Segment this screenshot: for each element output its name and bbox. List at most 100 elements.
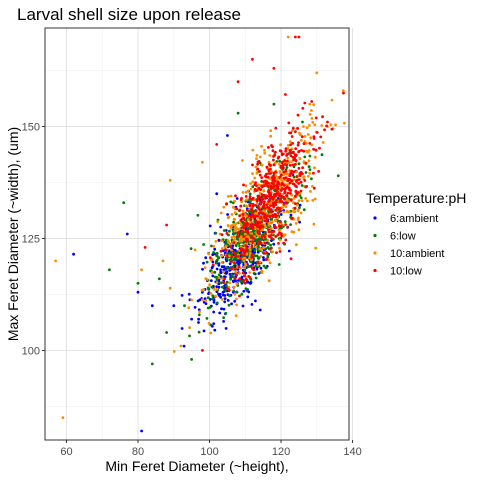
data-point — [223, 300, 227, 304]
data-point — [292, 150, 295, 154]
data-point — [278, 250, 282, 253]
data-point — [312, 103, 316, 107]
data-point — [229, 194, 233, 198]
data-point — [262, 230, 265, 234]
data-point — [257, 220, 261, 224]
data-point — [221, 285, 224, 289]
data-point — [243, 268, 247, 272]
data-point — [232, 251, 236, 255]
data-point — [300, 184, 304, 187]
data-point — [274, 150, 277, 154]
data-point — [310, 143, 314, 147]
data-point — [271, 250, 274, 254]
data-point — [213, 271, 217, 274]
data-point — [248, 203, 252, 206]
data-point — [277, 162, 281, 166]
data-point — [286, 152, 289, 156]
data-point — [250, 253, 254, 257]
data-point — [287, 199, 290, 203]
data-point — [291, 142, 294, 145]
data-point — [212, 300, 216, 304]
data-point — [229, 224, 233, 228]
data-point — [272, 193, 276, 197]
data-point — [264, 247, 268, 251]
data-point — [251, 226, 255, 230]
data-point — [215, 278, 219, 281]
legend-label: 6:low — [390, 231, 416, 243]
data-point — [258, 237, 261, 241]
major-gridlines — [45, 28, 354, 440]
data-point — [263, 235, 267, 239]
data-point — [217, 285, 221, 289]
data-point — [248, 195, 252, 198]
data-point — [289, 154, 293, 158]
data-point — [211, 297, 215, 301]
data-point — [277, 224, 281, 228]
data-point — [273, 179, 277, 183]
data-point — [188, 334, 191, 338]
data-point — [270, 226, 273, 230]
data-point — [276, 233, 280, 237]
data-point — [245, 235, 249, 239]
data-point — [297, 141, 300, 145]
data-point — [221, 265, 225, 269]
data-point — [237, 230, 241, 234]
data-point — [215, 192, 219, 196]
data-point — [230, 267, 234, 271]
data-point — [222, 229, 226, 232]
data-point — [280, 161, 284, 165]
data-point — [256, 194, 260, 198]
data-point — [125, 232, 129, 236]
data-point — [284, 169, 288, 173]
data-point — [205, 317, 209, 320]
data-point — [262, 264, 266, 268]
data-point — [262, 251, 266, 255]
data-point — [239, 204, 243, 208]
data-point — [269, 243, 272, 247]
data-point — [266, 255, 270, 259]
data-point — [250, 198, 254, 201]
data-point — [278, 246, 281, 250]
data-point — [283, 220, 287, 224]
y-tick-label: 100 — [22, 345, 40, 357]
data-point — [263, 148, 266, 152]
data-point — [260, 271, 264, 274]
data-point — [319, 135, 323, 139]
data-point — [212, 251, 216, 254]
data-point — [223, 246, 227, 249]
data-point — [257, 186, 261, 190]
data-point — [299, 189, 303, 193]
data-point — [240, 252, 243, 256]
data-point — [290, 172, 294, 175]
data-point — [249, 218, 253, 222]
data-point — [256, 260, 260, 264]
data-point — [315, 71, 319, 75]
data-point — [279, 164, 283, 168]
data-point — [215, 143, 219, 146]
data-point — [291, 216, 294, 220]
y-axis: 100 125 150 — [22, 122, 45, 357]
data-point — [299, 171, 303, 174]
data-point — [298, 157, 302, 161]
data-point — [245, 221, 249, 225]
data-point — [272, 158, 275, 162]
data-point — [290, 230, 294, 234]
data-point — [260, 163, 264, 167]
data-point — [297, 35, 301, 39]
data-point — [267, 279, 271, 283]
data-point — [204, 299, 208, 303]
data-point — [258, 173, 262, 177]
data-point — [122, 201, 126, 205]
data-point — [277, 155, 281, 159]
data-point — [343, 121, 346, 125]
data-point — [238, 294, 241, 298]
data-point — [300, 135, 304, 139]
data-point — [238, 272, 241, 275]
data-point — [341, 89, 345, 92]
data-point — [259, 266, 263, 270]
data-point — [239, 238, 242, 242]
data-point — [242, 224, 246, 228]
data-point — [233, 238, 237, 241]
data-points — [54, 35, 346, 433]
data-point — [265, 214, 268, 218]
